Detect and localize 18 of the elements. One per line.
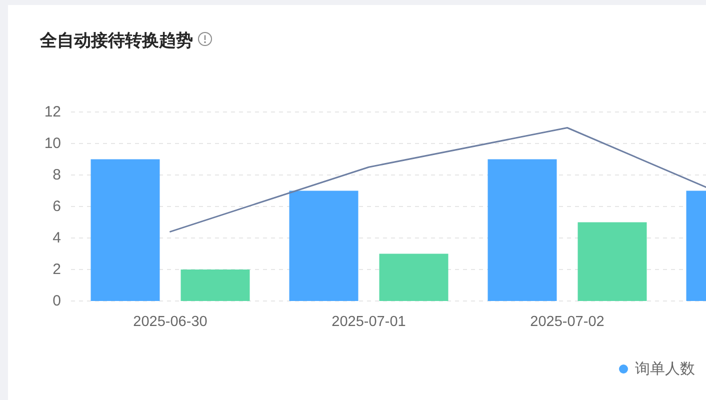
bar <box>180 270 250 301</box>
chart-title: 全自动接待转换趋势 <box>39 31 193 50</box>
bar <box>90 159 160 301</box>
bar <box>488 159 557 301</box>
bar <box>379 254 448 301</box>
x-tick-label: 2025-06-30 <box>133 314 208 330</box>
y-tick-label: 8 <box>52 166 61 184</box>
y-tick-label: 10 <box>44 135 61 152</box>
y-tick-label: 4 <box>52 230 61 246</box>
bar <box>578 222 647 301</box>
x-tick-label: 2025-07-02 <box>530 314 604 330</box>
y-tick-label: 6 <box>52 198 61 215</box>
x-tick-label: 2025-07-01 <box>332 314 406 330</box>
bar <box>289 190 358 301</box>
y-tick-label: 12 <box>44 104 61 120</box>
legend-label: 询单人数 <box>635 360 695 378</box>
y-tick-label: 0 <box>52 292 61 310</box>
y-tick-label: 2 <box>52 261 61 278</box>
